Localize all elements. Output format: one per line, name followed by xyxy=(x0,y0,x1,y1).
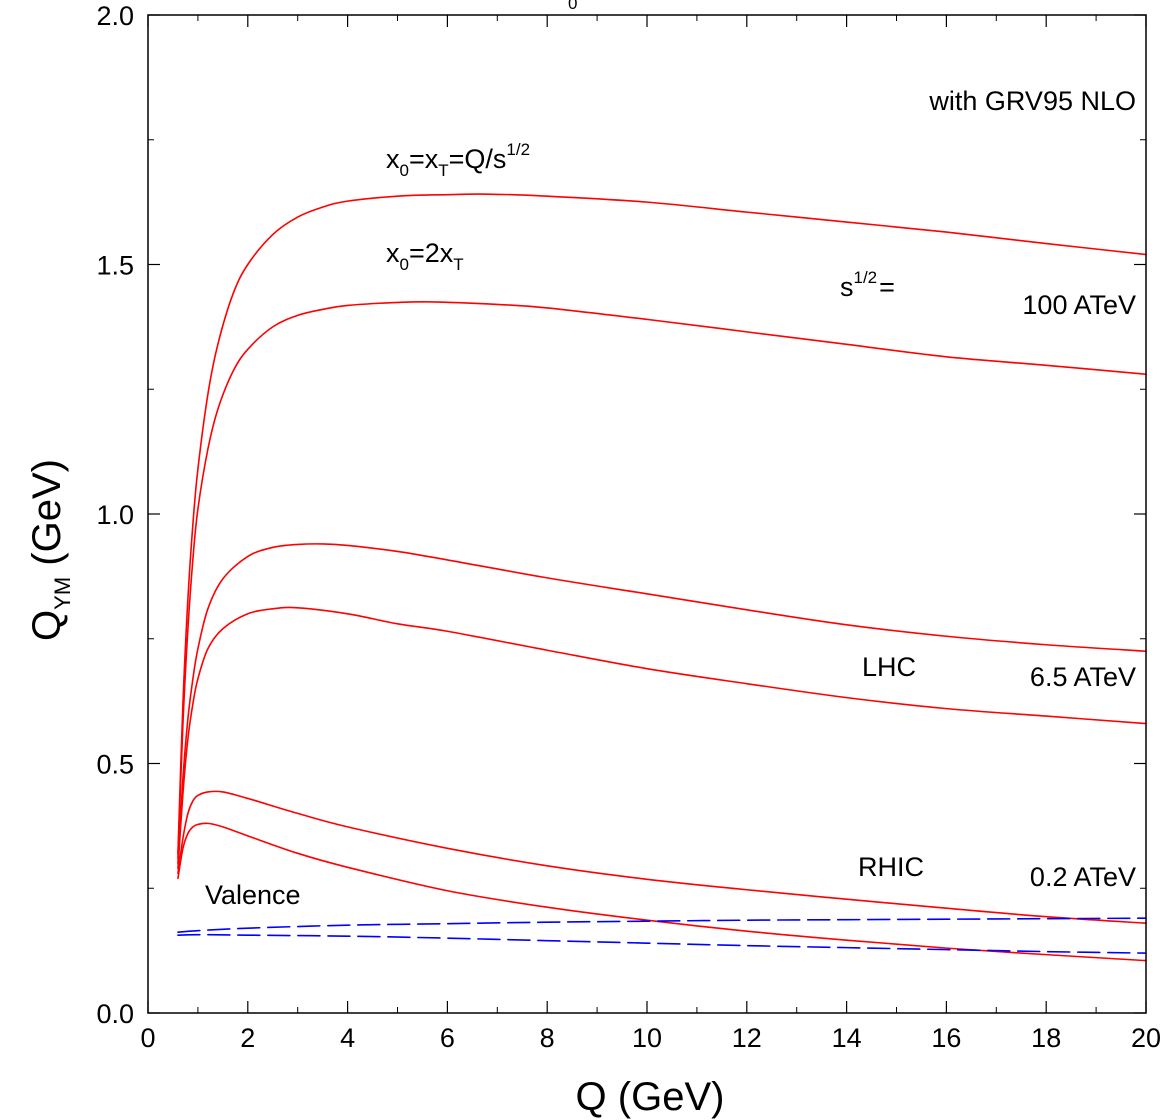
y-axis-title: QYM (GeV) xyxy=(25,459,75,641)
x-tick-label: 20 xyxy=(1131,1023,1161,1053)
x-tick-label: 18 xyxy=(1031,1023,1061,1053)
annotation-grv95: with GRV95 NLO xyxy=(928,86,1136,116)
series-line-6 xyxy=(177,822,1147,962)
x-tick-label: 0 xyxy=(140,1023,155,1053)
y-tick-label: 2.0 xyxy=(96,1,134,31)
x-tick-label: 14 xyxy=(832,1023,862,1053)
x-tick-label: 10 xyxy=(632,1023,662,1053)
x-tick-label: 2 xyxy=(240,1023,255,1053)
annotation-lhc: LHC xyxy=(862,652,916,682)
y-tick-label: 1.5 xyxy=(96,251,134,281)
annotation-valence: Valence xyxy=(205,880,301,910)
annotation-0-2-atev: 0.2 ATeV xyxy=(1030,862,1136,892)
annotation-sqrt-s: s1/2= xyxy=(840,268,895,302)
x-tick-label: 6 xyxy=(440,1023,455,1053)
x-axis-title: Q (GeV) xyxy=(576,1075,725,1119)
axis-ticks xyxy=(147,14,1147,1014)
annotation-rhic: RHIC xyxy=(858,852,924,882)
series-line-1 xyxy=(177,193,1147,855)
curves xyxy=(177,193,1147,962)
annotation-6-5-atev: 6.5 ATeV xyxy=(1030,662,1136,692)
x-tick-label: 8 xyxy=(540,1023,555,1053)
tick-labels: 0 2 4 6 8 10 12 14 16 18 20 0.0 0.5 1.0 1.5 2.0 xyxy=(96,1,1161,1053)
y-tick-label: 0.0 xyxy=(96,999,134,1029)
x-tick-label: 4 xyxy=(340,1023,355,1053)
annotation-x0-equals-2xt: x0=2xT xyxy=(386,238,464,274)
series-line-4 xyxy=(177,606,1147,870)
series-line-3 xyxy=(177,543,1147,865)
annotation-x0-equals-xt: x0=xT=Q/s1/2 xyxy=(386,140,530,180)
annotation-100-atev: 100 ATeV xyxy=(1022,290,1136,320)
valence-curve-8 xyxy=(177,933,1147,954)
x-tick-label: 16 xyxy=(931,1023,961,1053)
valence-curve-7 xyxy=(177,917,1147,933)
series-line-5 xyxy=(177,790,1147,924)
series-line-2 xyxy=(177,300,1147,860)
y-tick-label: 0.5 xyxy=(96,750,134,780)
top-subscript-fragment: 0 xyxy=(568,0,577,13)
plot-frame xyxy=(147,14,1147,1014)
y-tick-label: 1.0 xyxy=(96,500,134,530)
x-tick-label: 12 xyxy=(732,1023,762,1053)
